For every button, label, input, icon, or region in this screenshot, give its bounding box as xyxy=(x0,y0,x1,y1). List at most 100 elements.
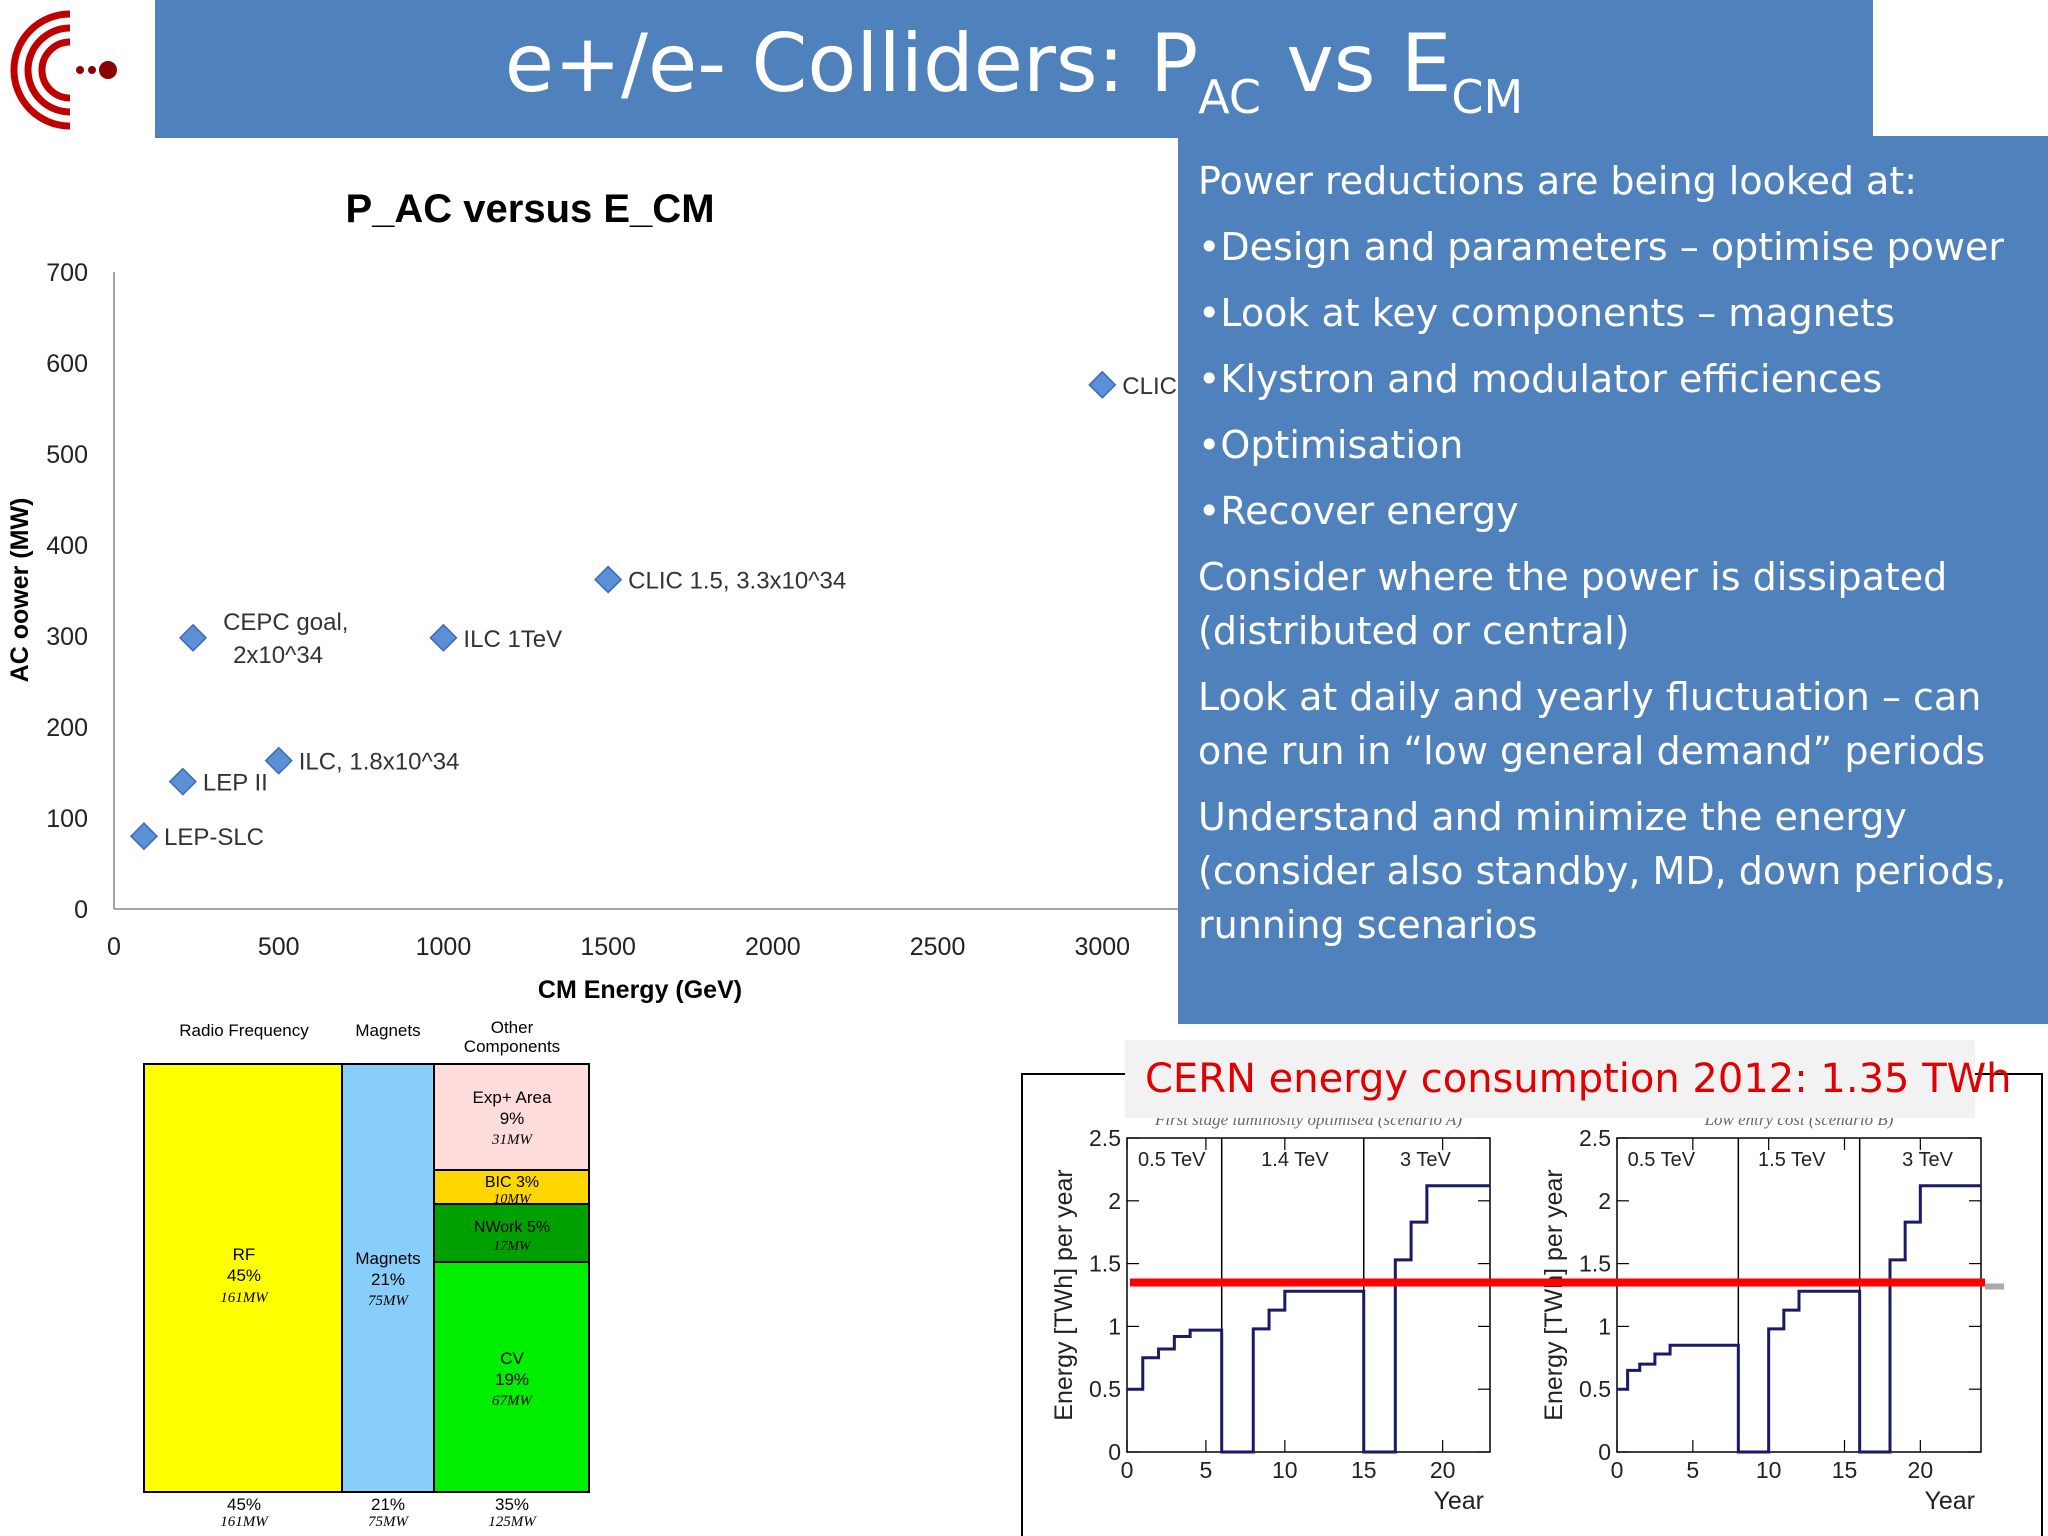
energy-x-tick: 10 xyxy=(1272,1457,1298,1483)
energy-plots-frame xyxy=(1021,1073,2043,1536)
scatter-point-label: ILC, 1.8x10^34 xyxy=(299,749,460,776)
panel-bullet: •Optimisation xyxy=(1198,423,1464,467)
scatter-point-label: CLIC 1.5, 3.3x10^34 xyxy=(628,568,846,595)
energy-x-tick: 5 xyxy=(1200,1457,1213,1483)
stage-label: 3 TeV xyxy=(1400,1149,1451,1171)
scatter-point-label: CEPC goal, xyxy=(223,609,348,636)
energy-y-tick: 2.5 xyxy=(1579,1125,1611,1151)
magnets-footer-mw: 75MW xyxy=(368,1514,409,1530)
rf-pct: 45% xyxy=(227,1266,261,1285)
cv-mw: 67MW xyxy=(492,1393,533,1409)
energy-y-label: Energy [TWh] per year xyxy=(1540,1169,1568,1420)
treemap-cell-rf xyxy=(143,1063,343,1493)
magnets-footer-pct: 21% xyxy=(371,1495,405,1514)
scatter-x-tick: 0 xyxy=(107,933,121,961)
energy-plot-frame xyxy=(1126,1137,1491,1453)
energy-y-tick: 2 xyxy=(1108,1188,1121,1214)
institution-logo xyxy=(10,10,117,130)
scatter-point xyxy=(129,822,159,851)
stage-label: 1.5 TeV xyxy=(1758,1149,1826,1171)
rf-footer-mw: 161MW xyxy=(220,1514,269,1530)
panel-para-3: Understand and minimize the energy (cons… xyxy=(1198,795,2007,947)
scatter-title: P_AC versus E_CM xyxy=(345,187,714,231)
energy-plot-2: Low entry cost (scenario B)00.511.522.50… xyxy=(1540,1110,1982,1515)
bic-name: BIC 3% xyxy=(485,1174,539,1191)
energy-y-tick: 0.5 xyxy=(1579,1376,1611,1402)
energy-x-label: Year xyxy=(1924,1487,1975,1515)
stage-label: 3 TeV xyxy=(1902,1149,1953,1171)
nwork-mw: 17MW xyxy=(493,1239,532,1254)
scatter-y-label: AC oower (MW) xyxy=(6,498,34,683)
energy-y-tick: 2 xyxy=(1598,1188,1611,1214)
cv-pct: 19% xyxy=(495,1370,529,1389)
panel-bullet: •Recover energy xyxy=(1198,489,1519,533)
slide-title: e+/e- Colliders: PAC vs ECM xyxy=(504,17,1524,124)
scatter-point-label: 2x10^34 xyxy=(233,642,323,669)
energy-y-label: Energy [TWh] per year xyxy=(1050,1169,1078,1420)
cern-consumption-label: CERN energy consumption 2012: 1.35 TWh xyxy=(1125,1040,2012,1118)
magnets-pct: 21% xyxy=(371,1270,405,1289)
scatter-point xyxy=(594,565,623,594)
energy-x-tick: 5 xyxy=(1686,1457,1699,1483)
energy-x-tick: 20 xyxy=(1430,1457,1456,1483)
scatter-x-tick: 500 xyxy=(258,933,300,961)
energy-y-tick: 0 xyxy=(1598,1439,1611,1465)
energy-plot-1: First stage luminosity optimised (scenar… xyxy=(1050,1110,1491,1515)
treemap-cell-exp-area xyxy=(433,1063,590,1171)
scatter-point xyxy=(429,623,458,652)
energy-x-tick: 20 xyxy=(1908,1457,1934,1483)
scatter-y-tick: 200 xyxy=(46,714,88,742)
stage-label: 1.4 TeV xyxy=(1261,1149,1329,1171)
panel-bullet: •Design and parameters – optimise power xyxy=(1198,225,2004,269)
energy-y-tick: 0.5 xyxy=(1089,1376,1121,1402)
scatter-ticks: 0 100 200 300 400 500 600 700 0 500 1000 1500 2000 25… xyxy=(46,259,1286,961)
power-treemap: Radio Frequency Magnets Other Components… xyxy=(143,1018,590,1530)
scatter-y-tick: 400 xyxy=(46,532,88,560)
bic-mw: 10MW xyxy=(493,1192,532,1207)
panel-intro: Power reductions are being looked at: xyxy=(1198,159,1918,203)
cv-name: CV xyxy=(500,1349,524,1368)
scatter-point xyxy=(168,767,197,796)
notes-panel: Power reductions are being looked at: •D… xyxy=(1178,136,2048,1024)
energy-plots: First stage luminosity optimised (scenar… xyxy=(1050,1110,1982,1515)
scatter-x-tick: 1500 xyxy=(580,933,636,961)
treemap-header-magnets: Magnets xyxy=(355,1021,420,1040)
energy-y-tick: 1.5 xyxy=(1579,1251,1611,1277)
scatter-point-label: ILC 1TeV xyxy=(463,626,562,653)
scatter-point xyxy=(1088,370,1117,399)
title-bar: e+/e- Colliders: PAC vs ECM xyxy=(155,0,1873,138)
energy-y-tick: 2.5 xyxy=(1089,1125,1121,1151)
scatter-point xyxy=(264,746,293,775)
other-footer-pct: 35% xyxy=(495,1495,529,1514)
scatter-y-tick: 500 xyxy=(46,441,88,469)
panel-bullet: •Look at key components – magnets xyxy=(1198,291,1895,335)
rf-mw: 161MW xyxy=(220,1290,269,1306)
other-footer-mw: 125MW xyxy=(488,1514,537,1530)
scatter-x-label: CM Energy (GeV) xyxy=(538,976,742,1004)
treemap-header-other-2: Components xyxy=(464,1037,560,1056)
panel-bullet: •Klystron and modulator efficiences xyxy=(1198,357,1883,401)
scatter-points: LEP-SLC LEP II ILC, 1.8x10^34 CEPC goal, 2x1… xyxy=(129,370,1262,851)
exp-area-mw: 31MW xyxy=(491,1132,533,1148)
energy-y-tick: 0 xyxy=(1108,1439,1121,1465)
nwork-name: NWork 5% xyxy=(474,1219,550,1236)
scatter-point-label: LEP II xyxy=(203,770,268,797)
magnets-name: Magnets xyxy=(355,1249,420,1268)
scatter-x-tick: 3000 xyxy=(1074,933,1130,961)
scatter-x-tick: 1000 xyxy=(416,933,472,961)
treemap-header-rf: Radio Frequency xyxy=(179,1021,309,1040)
energy-x-label: Year xyxy=(1433,1487,1484,1515)
treemap-cell-cv xyxy=(433,1261,590,1493)
energy-x-tick: 10 xyxy=(1756,1457,1782,1483)
exp-area-pct: 9% xyxy=(500,1109,525,1128)
scatter-y-tick: 0 xyxy=(74,896,88,924)
energy-y-tick: 1 xyxy=(1598,1313,1611,1339)
scatter-point-label: LEP-SLC xyxy=(164,824,264,851)
scatter-y-tick: 600 xyxy=(46,350,88,378)
energy-x-tick: 0 xyxy=(1611,1457,1624,1483)
stage-label: 0.5 TeV xyxy=(1138,1149,1206,1171)
rf-name: RF xyxy=(233,1245,256,1264)
scatter-y-tick: 100 xyxy=(46,805,88,833)
scatter-x-tick: 2000 xyxy=(745,933,801,961)
exp-area-name: Exp+ Area xyxy=(473,1088,552,1107)
